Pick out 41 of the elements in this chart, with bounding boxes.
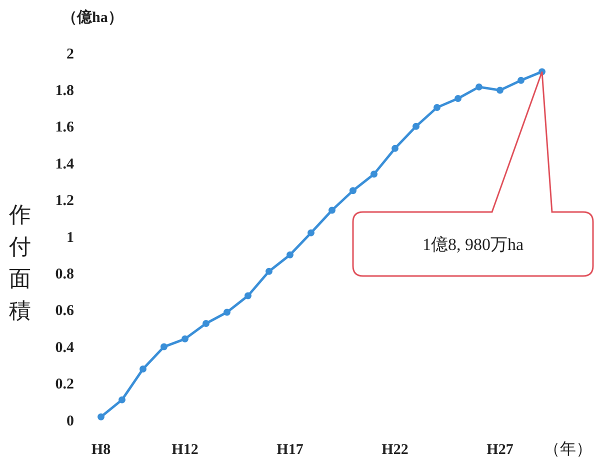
point	[476, 83, 482, 90]
point	[118, 396, 126, 404]
point	[496, 86, 504, 94]
y-tick-label: 0.8	[55, 266, 74, 282]
point	[244, 292, 252, 300]
point	[392, 144, 398, 152]
point	[518, 76, 524, 84]
x-tick-label: H27	[486, 442, 514, 458]
x-tick-label: H12	[172, 442, 198, 458]
point	[308, 229, 314, 236]
point	[412, 122, 420, 130]
x-tick-label: H8	[91, 442, 111, 458]
y-tick-label: 1.8	[55, 82, 74, 99]
y-tick-label: 2	[66, 46, 74, 62]
point	[350, 187, 356, 194]
x-tick-label: H17	[276, 442, 304, 458]
x-axis-title: （年）	[544, 441, 592, 458]
y-tick-label: 1.4	[55, 156, 74, 172]
y-axis-title: 作付面積	[8, 202, 31, 323]
point	[160, 343, 168, 350]
y-tick-label: 1	[66, 230, 74, 246]
x-tick-label: H22	[382, 442, 408, 458]
point	[454, 95, 462, 102]
point	[98, 413, 104, 420]
annotation: 1億8, 980万ha	[422, 234, 524, 254]
point	[286, 251, 294, 258]
y-tick-label: 1.6	[55, 120, 74, 136]
point	[266, 268, 272, 275]
point	[202, 320, 210, 327]
y-tick-label: 0	[66, 413, 74, 430]
y-tick-label: 0.6	[55, 303, 74, 320]
text: （億ha）	[62, 9, 123, 26]
point	[182, 335, 188, 342]
y-tick-label: 0.2	[55, 376, 74, 393]
y-tick-label: 1.2	[55, 193, 74, 210]
point	[140, 365, 146, 372]
y-tick-label: 0.4	[55, 340, 74, 356]
point	[224, 308, 230, 316]
point	[434, 104, 440, 111]
point	[328, 206, 336, 214]
point	[370, 170, 378, 178]
